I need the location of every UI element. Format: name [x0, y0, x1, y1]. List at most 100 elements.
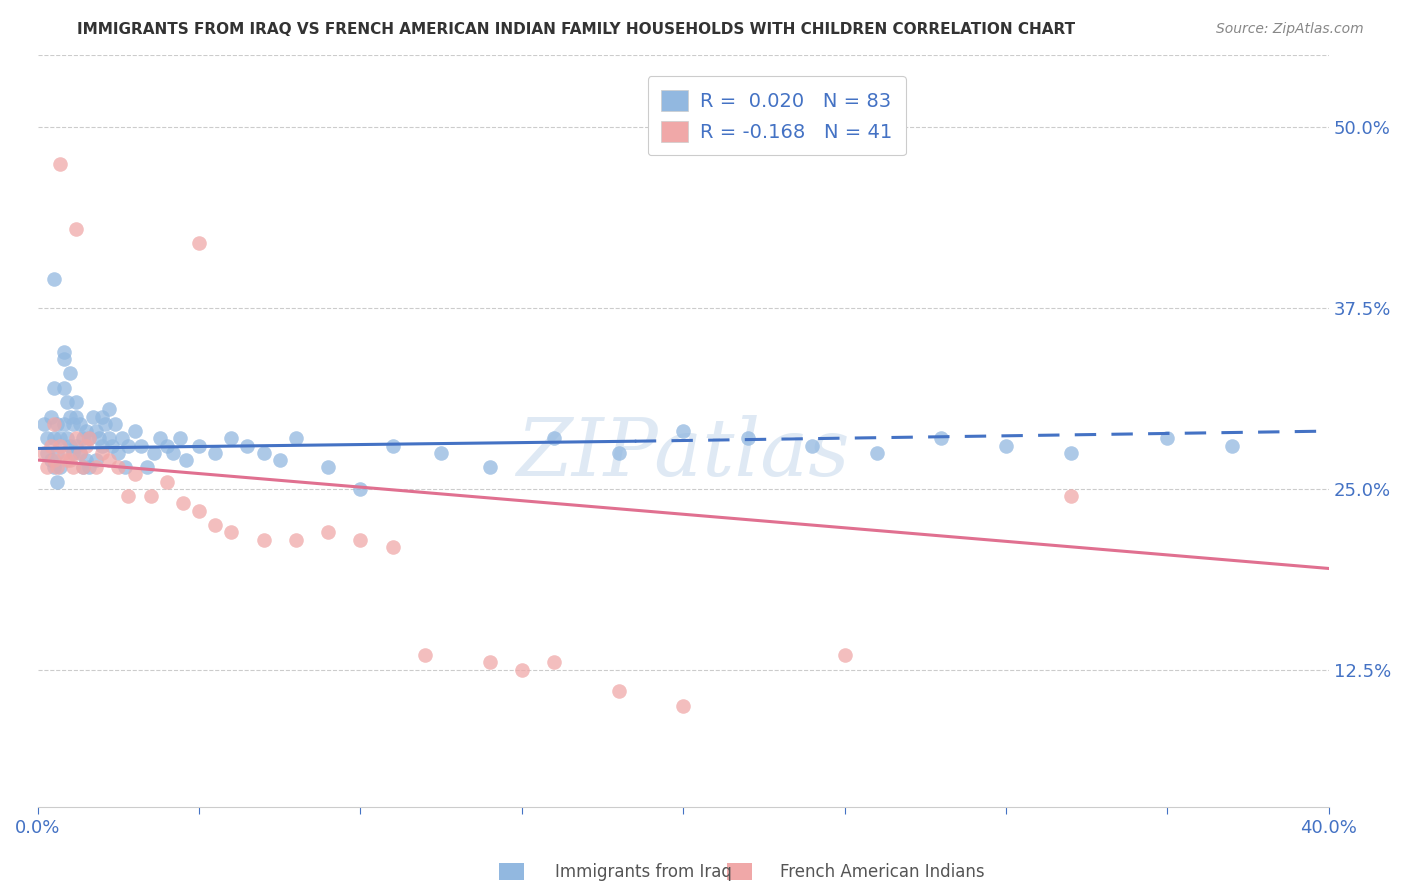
- Point: [91, 439, 114, 453]
- Point: [97, 453, 120, 467]
- Point: [381, 439, 404, 453]
- Point: [188, 236, 211, 251]
- Point: [94, 417, 117, 431]
- Point: [349, 533, 371, 547]
- Point: [129, 439, 152, 453]
- Point: [52, 381, 75, 395]
- Point: [114, 460, 136, 475]
- Point: [84, 460, 107, 475]
- Point: [52, 417, 75, 431]
- Point: [49, 431, 72, 445]
- Point: [42, 431, 65, 445]
- Text: Source: ZipAtlas.com: Source: ZipAtlas.com: [1216, 22, 1364, 37]
- Point: [142, 446, 165, 460]
- Point: [37, 446, 59, 460]
- Point: [607, 446, 630, 460]
- Point: [84, 424, 107, 438]
- Point: [156, 439, 179, 453]
- Point: [801, 439, 824, 453]
- Point: [172, 496, 194, 510]
- Point: [124, 467, 146, 482]
- Point: [42, 453, 65, 467]
- Point: [39, 453, 62, 467]
- Point: [349, 482, 371, 496]
- Point: [204, 446, 226, 460]
- Point: [62, 460, 84, 475]
- Point: [69, 446, 91, 460]
- Point: [91, 409, 114, 424]
- Point: [52, 446, 75, 460]
- Point: [84, 453, 107, 467]
- Point: [37, 460, 59, 475]
- Point: [316, 460, 339, 475]
- Point: [46, 460, 69, 475]
- Point: [49, 439, 72, 453]
- Point: [65, 439, 87, 453]
- Point: [110, 431, 132, 445]
- Point: [510, 663, 533, 677]
- Point: [72, 460, 94, 475]
- Point: [55, 395, 77, 409]
- Point: [221, 431, 243, 445]
- Point: [117, 439, 139, 453]
- Point: [136, 460, 159, 475]
- Point: [62, 417, 84, 431]
- Point: [316, 525, 339, 540]
- Point: [49, 156, 72, 170]
- Point: [413, 648, 436, 663]
- Point: [284, 431, 307, 445]
- Point: [46, 446, 69, 460]
- Point: [79, 431, 101, 445]
- Point: [52, 351, 75, 366]
- Text: French American Indians: French American Indians: [780, 863, 986, 881]
- Point: [72, 431, 94, 445]
- Point: [478, 656, 501, 670]
- Point: [91, 446, 114, 460]
- Point: [221, 525, 243, 540]
- Point: [284, 533, 307, 547]
- Point: [72, 460, 94, 475]
- Point: [995, 439, 1018, 453]
- Point: [253, 446, 276, 460]
- Point: [79, 431, 101, 445]
- Point: [1220, 439, 1243, 453]
- Point: [672, 424, 695, 438]
- Point: [124, 424, 146, 438]
- Point: [42, 381, 65, 395]
- Text: Immigrants from Iraq: Immigrants from Iraq: [555, 863, 733, 881]
- Point: [174, 453, 197, 467]
- Point: [39, 439, 62, 453]
- Point: [49, 460, 72, 475]
- Point: [1059, 446, 1081, 460]
- Point: [69, 417, 91, 431]
- Point: [32, 446, 55, 460]
- Point: [79, 460, 101, 475]
- Legend: R =  0.020   N = 83, R = -0.168   N = 41: R = 0.020 N = 83, R = -0.168 N = 41: [648, 76, 905, 155]
- Point: [65, 431, 87, 445]
- Point: [107, 460, 129, 475]
- Point: [42, 272, 65, 286]
- Point: [97, 402, 120, 417]
- Point: [37, 431, 59, 445]
- Point: [39, 409, 62, 424]
- Point: [52, 344, 75, 359]
- Point: [543, 656, 565, 670]
- Point: [1059, 489, 1081, 503]
- Point: [607, 684, 630, 698]
- Point: [381, 540, 404, 554]
- Point: [42, 460, 65, 475]
- Point: [737, 431, 759, 445]
- Point: [32, 417, 55, 431]
- Point: [117, 489, 139, 503]
- Point: [104, 417, 127, 431]
- Point: [46, 475, 69, 489]
- Point: [65, 221, 87, 235]
- Point: [75, 424, 97, 438]
- Point: [156, 475, 179, 489]
- Point: [75, 439, 97, 453]
- Point: [430, 446, 453, 460]
- Point: [55, 431, 77, 445]
- Point: [82, 409, 104, 424]
- Point: [188, 439, 211, 453]
- Point: [931, 431, 953, 445]
